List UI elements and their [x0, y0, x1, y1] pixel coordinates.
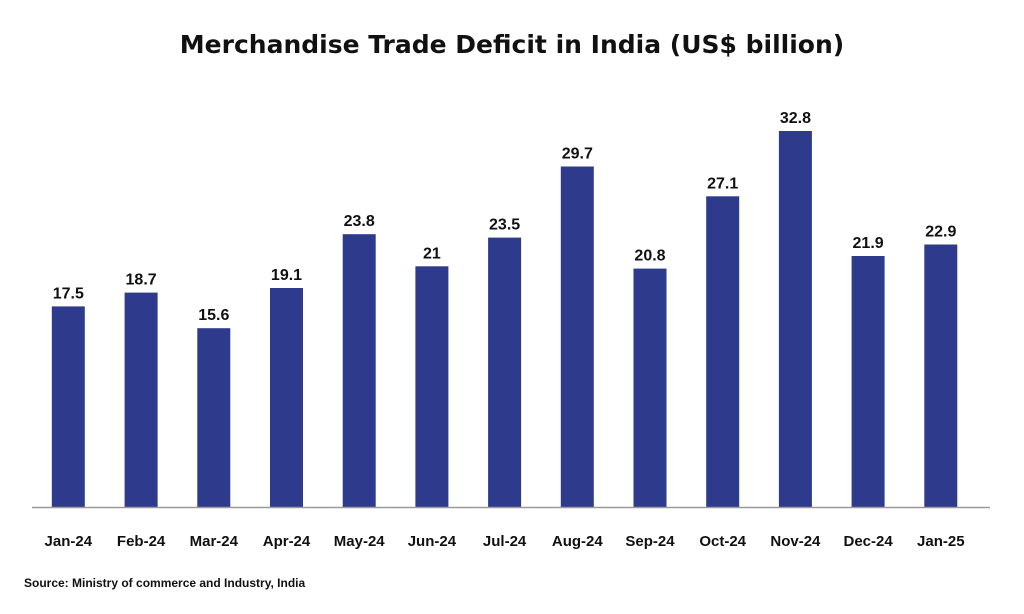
x-tick-label-apr-24: Apr-24: [263, 533, 311, 550]
bar-jan-25: [924, 244, 958, 507]
x-tick-label-sep-24: Sep-24: [625, 533, 675, 550]
data-label-apr-24: 19.1: [271, 267, 302, 284]
x-tick-label-aug-24: Aug-24: [552, 533, 603, 550]
data-label-sep-24: 20.8: [634, 248, 665, 265]
bar-labels-group: 17.5 18.7 15.6 19.1 23.8 21 23.5 29.7 20.8 27.1 32…: [53, 110, 957, 324]
x-tick-label-jan-25: Jan-25: [917, 533, 965, 550]
bar-jul-24: [488, 237, 522, 507]
bars-group: [51, 131, 958, 508]
bar-apr-24: [270, 288, 303, 507]
data-label-jan-24: 17.5: [53, 285, 84, 302]
x-tick-labels-group: Jan-24 Feb-24 Mar-24 Apr-24 May-24 Jun-24 Jul-…: [45, 533, 965, 550]
chart-title: Merchandise Trade Deficit in India (US$ …: [179, 30, 845, 59]
data-label-jan-25: 22.9: [925, 224, 956, 241]
x-tick-label-nov-24: Nov-24: [770, 533, 821, 550]
bar-sep-24: [633, 268, 667, 507]
data-label-may-24: 23.8: [344, 213, 375, 230]
data-label-jul-24: 23.5: [489, 217, 520, 234]
data-label-oct-24: 27.1: [707, 175, 738, 192]
source-note: Source: Ministry of commerce and Industr…: [24, 576, 306, 590]
data-label-dec-24: 21.9: [853, 235, 884, 252]
bar-jan-24: [51, 306, 85, 507]
x-tick-label-feb-24: Feb-24: [117, 533, 166, 550]
bar-oct-24: [706, 196, 740, 508]
bar-aug-24: [560, 166, 594, 507]
bar-may-24: [342, 234, 376, 507]
data-label-aug-24: 29.7: [562, 146, 593, 163]
bar-mar-24: [197, 328, 231, 507]
data-label-nov-24: 32.8: [780, 110, 811, 127]
bar-jun-24: [415, 266, 449, 507]
bar-dec-24: [851, 256, 885, 507]
x-tick-label-may-24: May-24: [334, 533, 386, 550]
x-tick-label-jun-24: Jun-24: [408, 533, 457, 550]
x-tick-label-jan-24: Jan-24: [45, 533, 93, 550]
data-label-feb-24: 18.7: [126, 272, 157, 289]
data-label-mar-24: 15.6: [198, 307, 229, 324]
bar-feb-24: [124, 292, 158, 507]
x-tick-label-mar-24: Mar-24: [190, 533, 239, 550]
data-label-jun-24: 21: [423, 245, 441, 262]
bar-nov-24: [778, 131, 812, 507]
x-tick-label-jul-24: Jul-24: [483, 533, 527, 550]
x-tick-label-dec-24: Dec-24: [843, 533, 893, 550]
x-tick-label-oct-24: Oct-24: [699, 533, 746, 550]
